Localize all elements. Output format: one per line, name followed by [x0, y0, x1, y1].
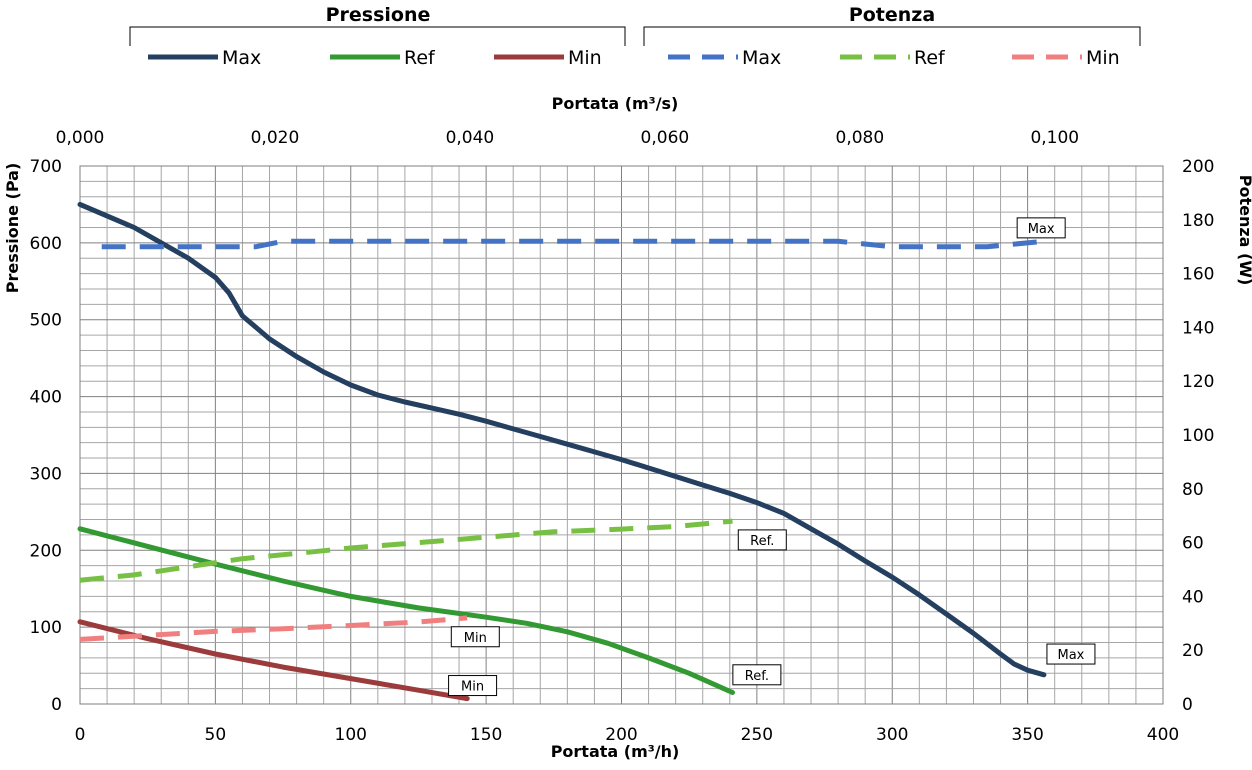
legend: Pressione Max Ref Min Potenza Max Ref Min: [129, 4, 1141, 69]
tick-label: 600: [30, 234, 62, 254]
series-pressione-min: [77, 619, 470, 702]
tick-label: 50: [205, 725, 227, 745]
y-right-ticks: 0 20 40 60 80 100 120 140 160 180 200: [1182, 157, 1214, 715]
x-top-ticks: 0,000 0,020 0,040 0,060 0,080 0,100: [56, 128, 1079, 148]
tick-label: 200: [1182, 157, 1214, 177]
legend-entry-label: Max: [742, 47, 781, 69]
tick-label: 140: [1182, 318, 1214, 338]
annotation-box: Ref.: [732, 664, 782, 686]
annotation-label: Max: [1057, 648, 1084, 663]
tick-label: 0,000: [56, 128, 105, 148]
legend-entry-label: Ref: [404, 47, 436, 69]
legend-group-pressione: Pressione Max Ref Min: [129, 4, 626, 69]
legend-bracket: [643, 26, 1141, 46]
tick-label: 0,080: [836, 128, 885, 148]
series-pressione-ref: [77, 526, 735, 695]
tick-label: 40: [1182, 587, 1204, 607]
annotation-box: Max: [1016, 217, 1066, 239]
series-potenza-ref: [79, 518, 733, 583]
y-left-ticks: 0 100 200 300 400 500 600 700: [30, 157, 62, 715]
tick-label: 300: [30, 464, 62, 484]
series-potenza-max: [101, 238, 1045, 250]
x-bottom-ticks: 0 50 100 150 200 250 300 350 400: [75, 725, 1180, 745]
y-right-axis-title: Potenza (W): [1236, 175, 1252, 286]
tick-label: 200: [605, 725, 637, 745]
tick-label: 500: [30, 311, 62, 331]
tick-label: 400: [30, 388, 62, 408]
annotation-box: Min: [450, 626, 500, 648]
legend-group-title: Pressione: [326, 4, 431, 26]
legend-bracket: [129, 26, 626, 46]
annotation-label: Min: [461, 680, 484, 695]
tick-label: 200: [30, 541, 62, 561]
tick-label: 0: [1182, 695, 1193, 715]
series: [77, 201, 1047, 702]
tick-label: 100: [30, 618, 62, 638]
tick-label: 400: [1147, 725, 1179, 745]
tick-label: 80: [1182, 480, 1204, 500]
annotation-box: Min: [448, 675, 498, 697]
tick-label: 0,020: [251, 128, 300, 148]
legend-entry-label: Min: [568, 47, 602, 69]
tick-label: 100: [335, 725, 367, 745]
legend-entry-label: Min: [1086, 47, 1120, 69]
tick-label: 100: [1182, 426, 1214, 446]
annotation-frame: [1016, 217, 1066, 239]
tick-label: 0: [51, 695, 62, 715]
annotations: Max Ref. Min Max Ref. Min: [448, 217, 1096, 697]
annotation-frame: [450, 626, 500, 648]
legend-entry-label: Ref: [914, 47, 946, 69]
series-pressione-max: [77, 201, 1047, 678]
annotation-label: Ref.: [750, 534, 774, 549]
legend-group-title: Potenza: [849, 4, 935, 26]
annotation-frame: [737, 529, 787, 551]
series-potenza-min: [79, 615, 468, 642]
tick-label: 350: [1011, 725, 1043, 745]
annotation-frame: [448, 675, 498, 697]
tick-label: 0,100: [1030, 128, 1079, 148]
x-bottom-axis-title: Portata (m³/h): [551, 742, 680, 761]
annotation-frame: [732, 664, 782, 686]
annotation-label: Max: [1028, 222, 1055, 237]
legend-group-potenza: Potenza Max Ref Min: [643, 4, 1141, 69]
annotation-box: Ref.: [737, 529, 787, 551]
tick-label: 0,040: [446, 128, 495, 148]
tick-label: 60: [1182, 534, 1204, 554]
x-top-axis-title: Portata (m³/s): [552, 94, 679, 113]
tick-label: 150: [470, 725, 502, 745]
tick-label: 700: [30, 157, 62, 177]
y-left-axis-title: Pressione (Pa): [3, 163, 22, 294]
tick-label: 20: [1182, 641, 1204, 661]
legend-entry-label: Max: [222, 47, 261, 69]
tick-label: 300: [876, 725, 908, 745]
tick-label: 120: [1182, 372, 1214, 392]
tick-label: 0: [75, 725, 86, 745]
grid: [79, 165, 1164, 705]
annotation-label: Ref.: [745, 669, 769, 684]
annotation-box: Max: [1046, 643, 1096, 665]
tick-label: 160: [1182, 265, 1214, 285]
plot-frame: [79, 165, 1164, 705]
tick-label: 0,060: [641, 128, 690, 148]
tick-label: 250: [741, 725, 773, 745]
annotation-label: Min: [464, 631, 487, 646]
annotation-frame: [1046, 643, 1096, 665]
tick-label: 180: [1182, 211, 1214, 231]
